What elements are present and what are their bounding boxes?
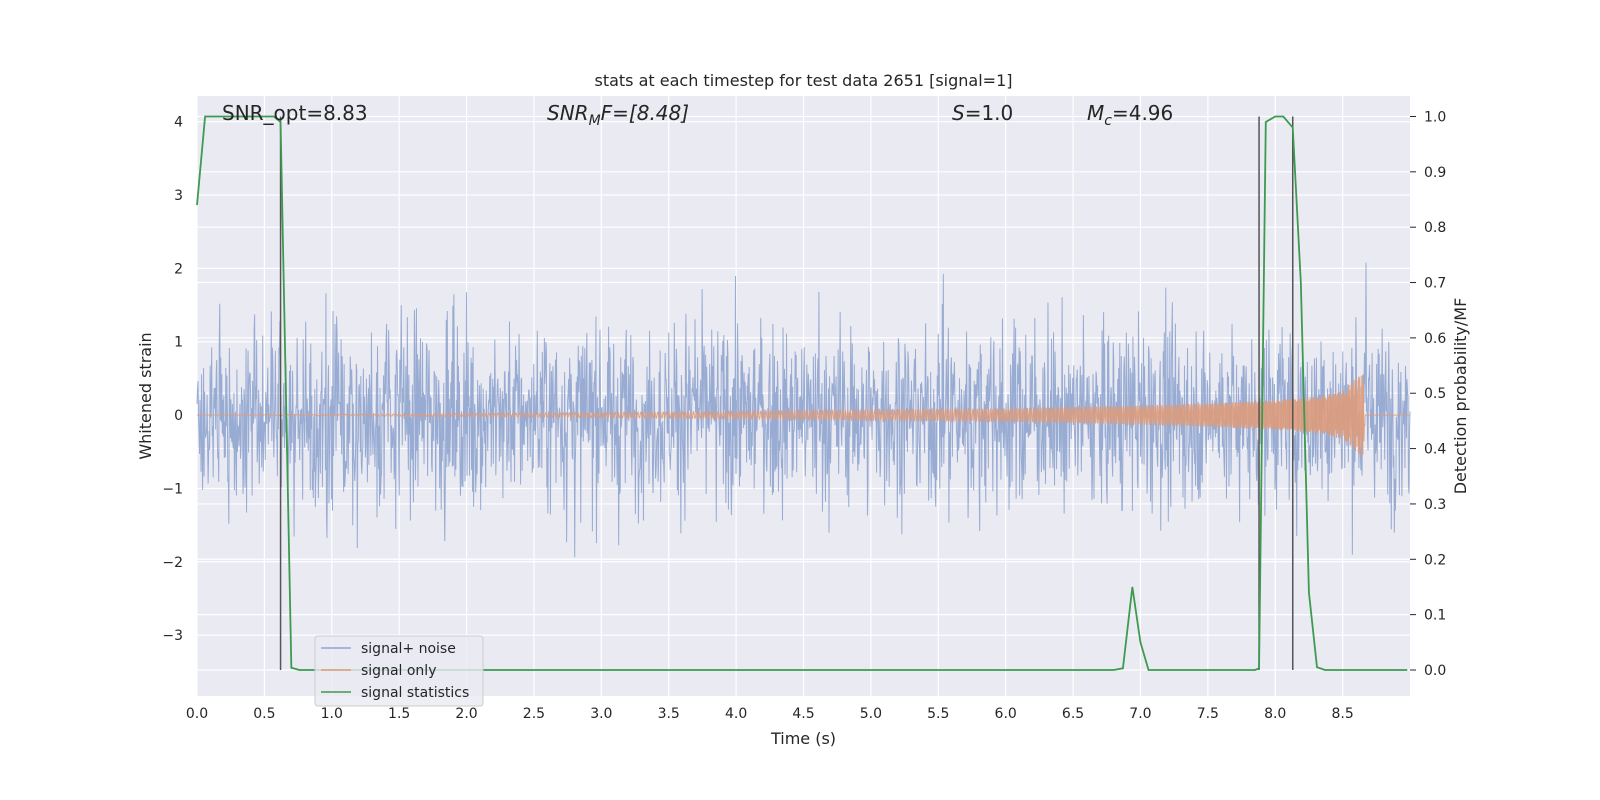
x-tick-label: 5.0 <box>860 706 882 722</box>
annotation-s-symbol: S <box>952 101 965 125</box>
y-axis-label-right: Detection probability/MF <box>1451 298 1470 495</box>
series-signal-noise <box>196 262 1411 558</box>
x-tick-label: 6.0 <box>995 706 1017 722</box>
y-tick-label-left: 2 <box>174 261 183 277</box>
vertical-lines <box>279 116 1294 670</box>
x-axis-label: Time (s) <box>770 729 836 748</box>
y-tick-label-left: 3 <box>174 188 183 204</box>
annotation-snr-mf-symbol: SNR <box>547 101 589 125</box>
x-tick-label: 2.5 <box>523 706 545 722</box>
x-tick-label: 1.0 <box>321 706 343 722</box>
y-tick-label-left: −2 <box>162 555 183 571</box>
signal-only-line <box>197 374 1410 457</box>
x-tick-label: 8.5 <box>1331 706 1353 722</box>
y-tick-label-left: 1 <box>174 335 183 351</box>
y-tick-label-right: 0.0 <box>1424 663 1446 679</box>
annotation-s: S=1.0 <box>952 101 1013 125</box>
x-tick-label: 3.5 <box>658 706 680 722</box>
signal-noise-line <box>196 262 1411 558</box>
legend: signal+ noise signal only signal statist… <box>314 635 484 707</box>
series-signal-only <box>197 374 1410 457</box>
y-tick-label-right: 0.7 <box>1424 276 1446 292</box>
y-tick-label-left: −1 <box>162 481 183 497</box>
y-axis-label-left: Whitened strain <box>136 332 155 459</box>
annotation-s-value: =1.0 <box>965 101 1014 125</box>
y-tick-label-right: 1.0 <box>1424 109 1446 125</box>
tick-labels: 0.0 0.5 1.0 1.5 2.0 2.5 3.0 3.5 4.0 4.5 5.0 5.5 6.0 6… <box>162 109 1446 722</box>
y-tick-label-right: 0.1 <box>1424 608 1446 624</box>
legend-box <box>314 635 484 707</box>
annotation-snr-mf-value: F=[8.48] <box>601 101 689 125</box>
y-tick-label-right: 0.9 <box>1424 165 1446 181</box>
x-tick-label: 0.5 <box>253 706 275 722</box>
annotation-mc-symbol: M <box>1087 101 1104 125</box>
y-tick-label-left: −3 <box>162 628 183 644</box>
y-tick-label-right: 0.8 <box>1424 220 1446 236</box>
y-tick-label-right: 0.3 <box>1424 497 1446 513</box>
x-tick-label: 6.5 <box>1062 706 1084 722</box>
signal-statistics-line <box>196 115 1408 671</box>
y-tick-label-right: 0.5 <box>1424 386 1446 402</box>
annotation-mc-value: =4.96 <box>1112 101 1173 125</box>
series-signal-statistics <box>196 115 1408 671</box>
y-tick-label-right: 0.2 <box>1424 552 1446 568</box>
annotation-mc-subscript: c <box>1104 113 1112 129</box>
y-tick-label-left: 4 <box>174 115 183 131</box>
legend-label-signal-statistics: signal statistics <box>361 685 469 701</box>
y-tick-label-right: 0.4 <box>1424 442 1446 458</box>
x-tick-label: 4.5 <box>792 706 814 722</box>
annotation-snr-mf-subscript: M <box>589 113 601 129</box>
annotation-snr-mf: SNRMF=[8.48] <box>547 101 689 129</box>
chart-title: stats at each timestep for test data 265… <box>594 71 1012 90</box>
x-tick-label: 5.5 <box>927 706 949 722</box>
legend-label-signal-only: signal only <box>361 663 436 679</box>
annotation-snr-opt: SNR_opt=8.83 <box>222 101 368 125</box>
x-tick-label: 3.0 <box>590 706 612 722</box>
x-tick-label: 1.5 <box>388 706 410 722</box>
annotation-mc: Mc=4.96 <box>1087 101 1173 129</box>
legend-label-signal-noise: signal+ noise <box>361 641 456 657</box>
x-tick-label: 2.0 <box>455 706 477 722</box>
x-tick-label: 8.0 <box>1264 706 1286 722</box>
x-tick-label: 7.0 <box>1129 706 1151 722</box>
x-tick-label: 4.0 <box>725 706 747 722</box>
y-tick-label-right: 0.6 <box>1424 331 1446 347</box>
y-tick-label-left: 0 <box>174 408 183 424</box>
x-tick-label: 7.5 <box>1197 706 1219 722</box>
x-tick-label: 0.0 <box>186 706 208 722</box>
